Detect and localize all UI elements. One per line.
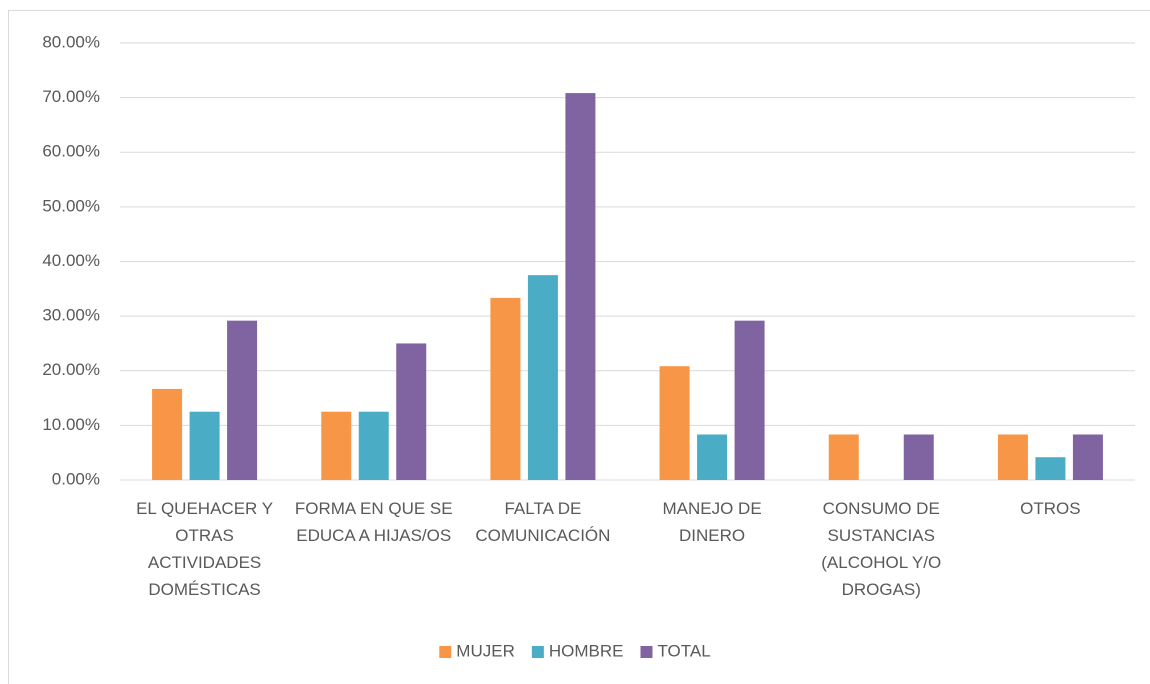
y-tick-label: 30.00% [42, 306, 100, 325]
legend-label: TOTAL [657, 641, 710, 660]
bar [903, 434, 934, 480]
bar [396, 343, 427, 480]
bar [189, 411, 220, 480]
x-tick-label: CONSUMO DE SUSTANCIAS (ALCOHOL Y/O DROGA… [821, 499, 942, 599]
x-tick-label: OTROS [1020, 499, 1081, 518]
bar [1072, 434, 1103, 480]
y-tick-label: 20.00% [42, 360, 100, 379]
y-tick-label: 50.00% [42, 196, 100, 215]
y-tick-label: 60.00% [42, 142, 100, 161]
legend-label: MUJER [456, 641, 515, 660]
y-tick-label: 80.00% [42, 32, 100, 51]
x-tick-label: EL QUEHACER Y OTRAS ACTIVIDADES DOMÉSTIC… [136, 499, 274, 599]
y-tick-label: 40.00% [42, 251, 100, 270]
y-tick-label: 10.00% [42, 415, 100, 434]
bar [828, 434, 859, 480]
legend-swatch [640, 646, 653, 658]
y-tick-label: 0.00% [52, 469, 100, 488]
bar [997, 434, 1028, 480]
bar [527, 275, 558, 480]
y-tick-label: 70.00% [42, 87, 100, 106]
bar [697, 434, 728, 480]
bar [152, 388, 183, 480]
x-tick-label: MANEJO DE DINERO [662, 499, 762, 545]
bar [321, 411, 352, 480]
legend-swatch [531, 646, 544, 658]
bar [227, 320, 258, 480]
bar [659, 366, 690, 480]
legend-swatch [439, 646, 452, 658]
x-tick-label: FALTA DE COMUNICACIÓN [475, 499, 611, 545]
bar [490, 297, 521, 480]
bar [1035, 457, 1066, 480]
legend-label: HOMBRE [549, 641, 624, 660]
bar [358, 411, 389, 480]
chart-border [8, 10, 1150, 684]
bar [734, 320, 765, 480]
x-tick-label: FORMA EN QUE SE EDUCA A HIJAS/OS [294, 499, 453, 545]
bar [565, 93, 596, 480]
